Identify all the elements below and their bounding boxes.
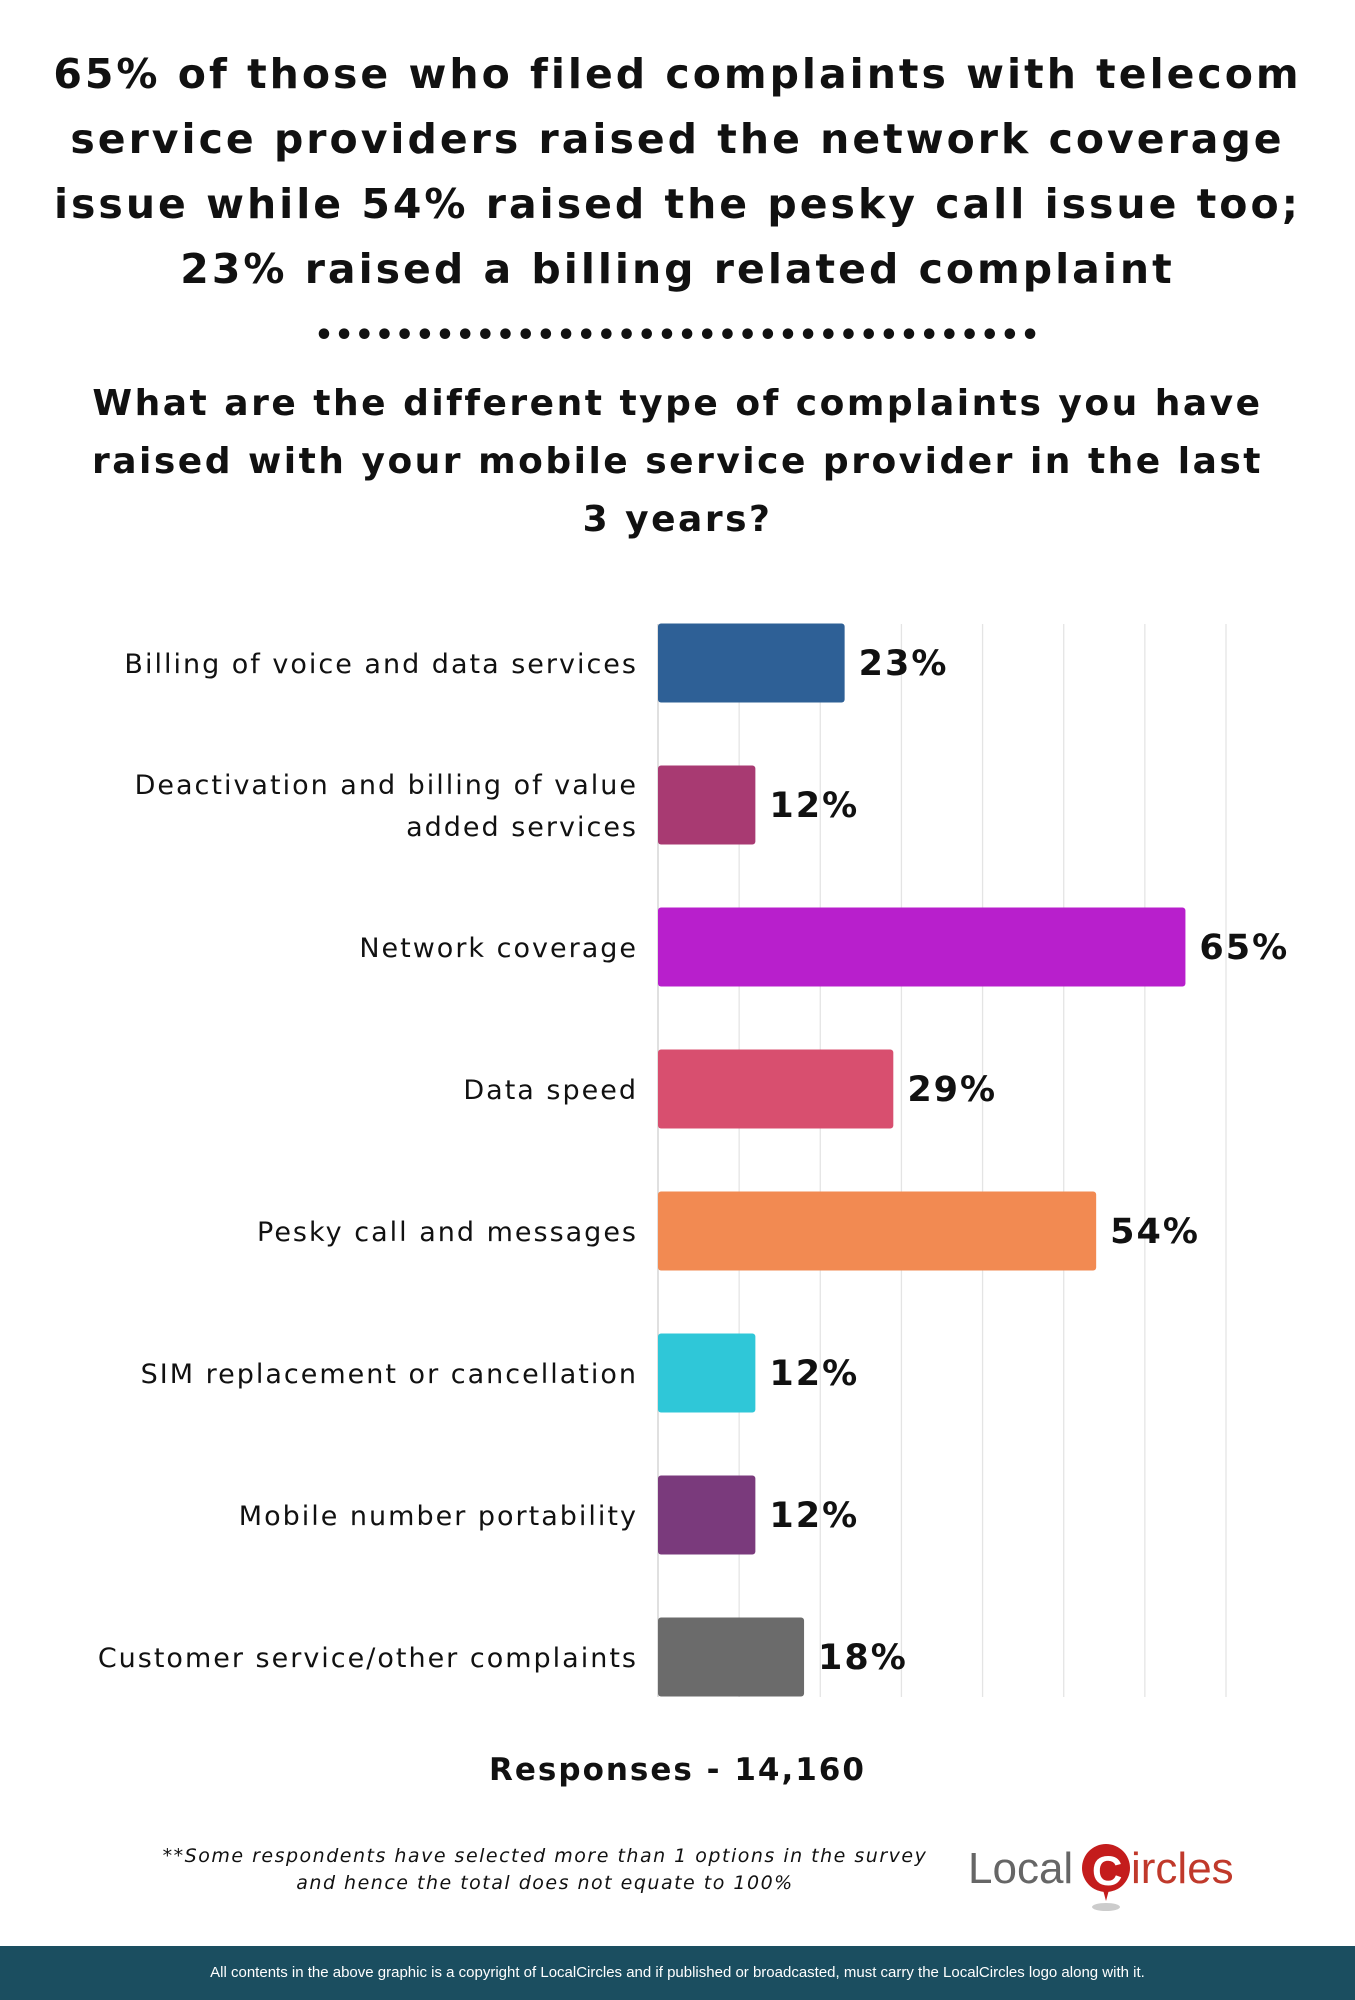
- survey-question: What are the different type of complaint…: [90, 375, 1265, 549]
- copyright-footer: All contents in the above graphic is a c…: [0, 1946, 1355, 2000]
- responses-count: Responses - 14,160: [489, 1752, 866, 1788]
- category-label: Mobile number portability: [239, 1501, 638, 1532]
- category-label: Deactivation and billing of value: [135, 770, 638, 801]
- category-label: Data speed: [463, 1075, 638, 1106]
- logo-text-left: Local: [968, 1844, 1073, 1893]
- bar-chart: 23% Billing of voice and data services 12%…: [98, 623, 1289, 1697]
- bar-3: [658, 1049, 894, 1129]
- headline: 65% of those who filed complaints with t…: [40, 42, 1315, 302]
- category-label: Network coverage: [359, 933, 638, 964]
- category-label: SIM replacement or cancellation: [141, 1359, 638, 1390]
- bar-5: [658, 1333, 756, 1413]
- footnote: **Some respondents have selected more th…: [140, 1843, 950, 1897]
- category-label: Customer service/other complaints: [98, 1643, 638, 1674]
- bar-6: [658, 1475, 756, 1555]
- value-label: 65%: [1199, 928, 1289, 968]
- category-label: Billing of voice and data services: [124, 649, 638, 680]
- headline-line: 23% raised a billing related complaint: [180, 245, 1175, 293]
- value-label: 54%: [1110, 1212, 1200, 1252]
- footnote-line: **Some respondents have selected more th…: [162, 1845, 928, 1867]
- value-label: 18%: [818, 1638, 908, 1678]
- headline-line: issue while 54% raised the pesky call is…: [53, 180, 1302, 228]
- dotted-divider: ••••••••••••••••••••••••••••••••••••: [314, 318, 1041, 353]
- question-line: What are the different type of complaint…: [92, 383, 1263, 424]
- headline-line: 65% of those who filed complaints with t…: [53, 50, 1302, 98]
- value-label: 29%: [907, 1070, 997, 1110]
- bar-7: [658, 1617, 805, 1697]
- value-label: 23%: [859, 644, 949, 684]
- question-line: raised with your mobile service provider…: [91, 441, 1264, 482]
- localcircles-logo: Local C ircles: [968, 1844, 1234, 1911]
- headline-line: service providers raised the network cov…: [70, 115, 1285, 163]
- category-label: added services: [406, 812, 638, 843]
- logo-text-right: ircles: [1131, 1844, 1234, 1893]
- category-label: Pesky call and messages: [257, 1217, 638, 1248]
- bar-0: [658, 623, 845, 703]
- bar-2: [658, 907, 1186, 987]
- value-label: 12%: [769, 786, 859, 826]
- logo-text-c: C: [1092, 1847, 1122, 1894]
- value-label: 12%: [769, 1354, 859, 1394]
- value-label: 12%: [769, 1496, 859, 1536]
- bar-4: [658, 1191, 1097, 1271]
- bar-1: [658, 765, 756, 845]
- question-line: 3 years?: [582, 499, 773, 540]
- footnote-line: and hence the total does not equate to 1…: [296, 1872, 794, 1894]
